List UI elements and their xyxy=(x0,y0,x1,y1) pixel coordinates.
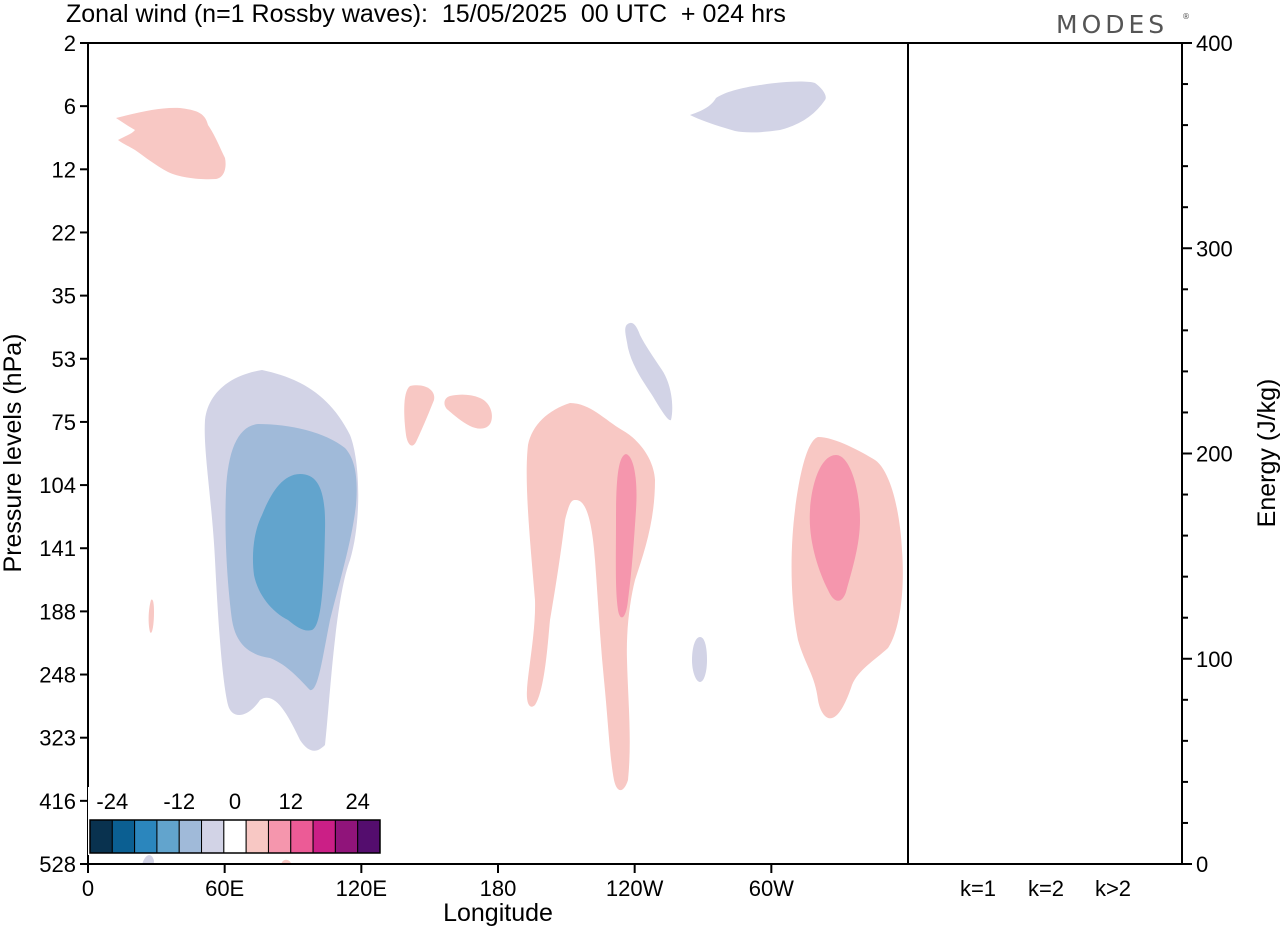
energy-tick-label: 300 xyxy=(1196,236,1233,261)
energy-bar xyxy=(1023,863,1069,865)
contour-positive-upper-left xyxy=(116,107,226,180)
energy-bar xyxy=(955,863,1001,865)
colorbar-swatch xyxy=(334,819,359,854)
energy-category-label: k=2 xyxy=(1028,876,1064,901)
x-axis: 0 60E 120E 180 120W 60W xyxy=(82,864,794,901)
colorbar-swatch xyxy=(223,819,247,854)
colorbar-label: 24 xyxy=(345,789,369,814)
contour-positive-thin-streak xyxy=(148,599,154,633)
colorbar-swatch xyxy=(134,819,158,854)
colorbar-swatch xyxy=(201,819,225,854)
contour-positive-right-inner xyxy=(809,455,860,601)
energy-axis-label: Energy (J/kg) xyxy=(1253,379,1280,528)
y-tick-label: 75 xyxy=(52,410,76,435)
energy-plot-frame xyxy=(907,42,1183,865)
x-tick-label: 0 xyxy=(82,876,94,901)
x-tick-label: 60E xyxy=(205,876,244,901)
y-tick-label: 6 xyxy=(64,94,76,119)
contour-negative-streak xyxy=(625,322,673,421)
y-tick-label: 528 xyxy=(39,852,76,877)
contour-positive-blob-a xyxy=(404,385,435,446)
contour-negative-inner xyxy=(252,474,326,631)
y-tick-label: 35 xyxy=(52,284,76,309)
energy-axis: 0 100 200 300 400 xyxy=(1182,31,1233,877)
colorbar: -24 -12 0 12 24 xyxy=(88,787,382,855)
y-axis-label: Pressure levels (hPa) xyxy=(0,334,27,573)
x-axis-label: Longitude xyxy=(443,899,553,927)
energy-bar-chart: k=1 k=2 k>2 0 100 200 300 400 Energy (J/kg) xyxy=(907,31,1280,901)
y-tick-label: 53 xyxy=(52,347,76,372)
x-tick-label: 120W xyxy=(606,876,664,901)
y-tick-label: 248 xyxy=(39,663,76,688)
y-tick-label: 12 xyxy=(52,157,76,182)
modes-logo: MODES ® xyxy=(1056,10,1194,39)
energy-category-label: k=1 xyxy=(960,876,996,901)
x-tick-label: 60W xyxy=(749,876,794,901)
energy-bar xyxy=(1090,863,1136,865)
colorbar-swatch xyxy=(111,819,136,854)
zonal-wind-contour-plot: 0 60E 120E 180 120W 60W 2 6 12 22 35 53 75 104 141 188… xyxy=(0,31,909,927)
energy-tick-label: 0 xyxy=(1196,852,1208,877)
y-tick-label: 22 xyxy=(52,220,76,245)
y-tick-label: 323 xyxy=(39,726,76,751)
colorbar-label: -24 xyxy=(96,789,128,814)
contour-negative-small-blob xyxy=(692,637,707,682)
colorbar-swatch xyxy=(178,819,203,854)
colorbar-swatch xyxy=(357,819,381,854)
colorbar-swatch xyxy=(312,819,336,854)
contour-negative-bottom-dot xyxy=(142,855,154,865)
colorbar-label: 0 xyxy=(229,789,241,814)
y-tick-label: 416 xyxy=(39,789,76,814)
contour-positive-center xyxy=(526,403,655,791)
colorbar-swatch xyxy=(245,819,269,854)
energy-tick-label: 100 xyxy=(1196,647,1233,672)
colorbar-label: 12 xyxy=(279,789,303,814)
colorbar-swatch xyxy=(267,819,292,854)
energy-bars: k=1 k=2 k>2 xyxy=(955,863,1136,901)
colorbar-frame xyxy=(89,819,381,854)
x-tick-label: 180 xyxy=(480,876,517,901)
chart-title: Zonal wind (n=1 Rossby waves): 15/05/202… xyxy=(66,0,786,28)
y-tick-label: 141 xyxy=(39,536,76,561)
contour-positive-blob-b xyxy=(444,394,492,429)
contour-positive-center-inner xyxy=(615,454,637,618)
logo-registered-mark: ® xyxy=(1182,12,1194,21)
contour-negative-upper-right xyxy=(690,81,826,133)
x-tick-label: 120E xyxy=(336,876,387,901)
y-tick-label: 2 xyxy=(64,31,76,56)
energy-tick-label: 200 xyxy=(1196,442,1233,467)
colorbar-swatch xyxy=(89,819,113,854)
colorbar-label: -12 xyxy=(163,789,195,814)
colorbar-swatch xyxy=(290,819,314,854)
energy-category-label: k>2 xyxy=(1095,876,1131,901)
y-tick-label: 188 xyxy=(39,599,76,624)
energy-tick-label: 400 xyxy=(1196,31,1233,56)
y-axis: 2 6 12 22 35 53 75 104 141 188 248 323 416 528 xyxy=(39,31,88,877)
colorbar-swatch xyxy=(156,819,180,854)
y-tick-label: 104 xyxy=(39,473,76,498)
logo-text: MODES xyxy=(1056,10,1168,39)
